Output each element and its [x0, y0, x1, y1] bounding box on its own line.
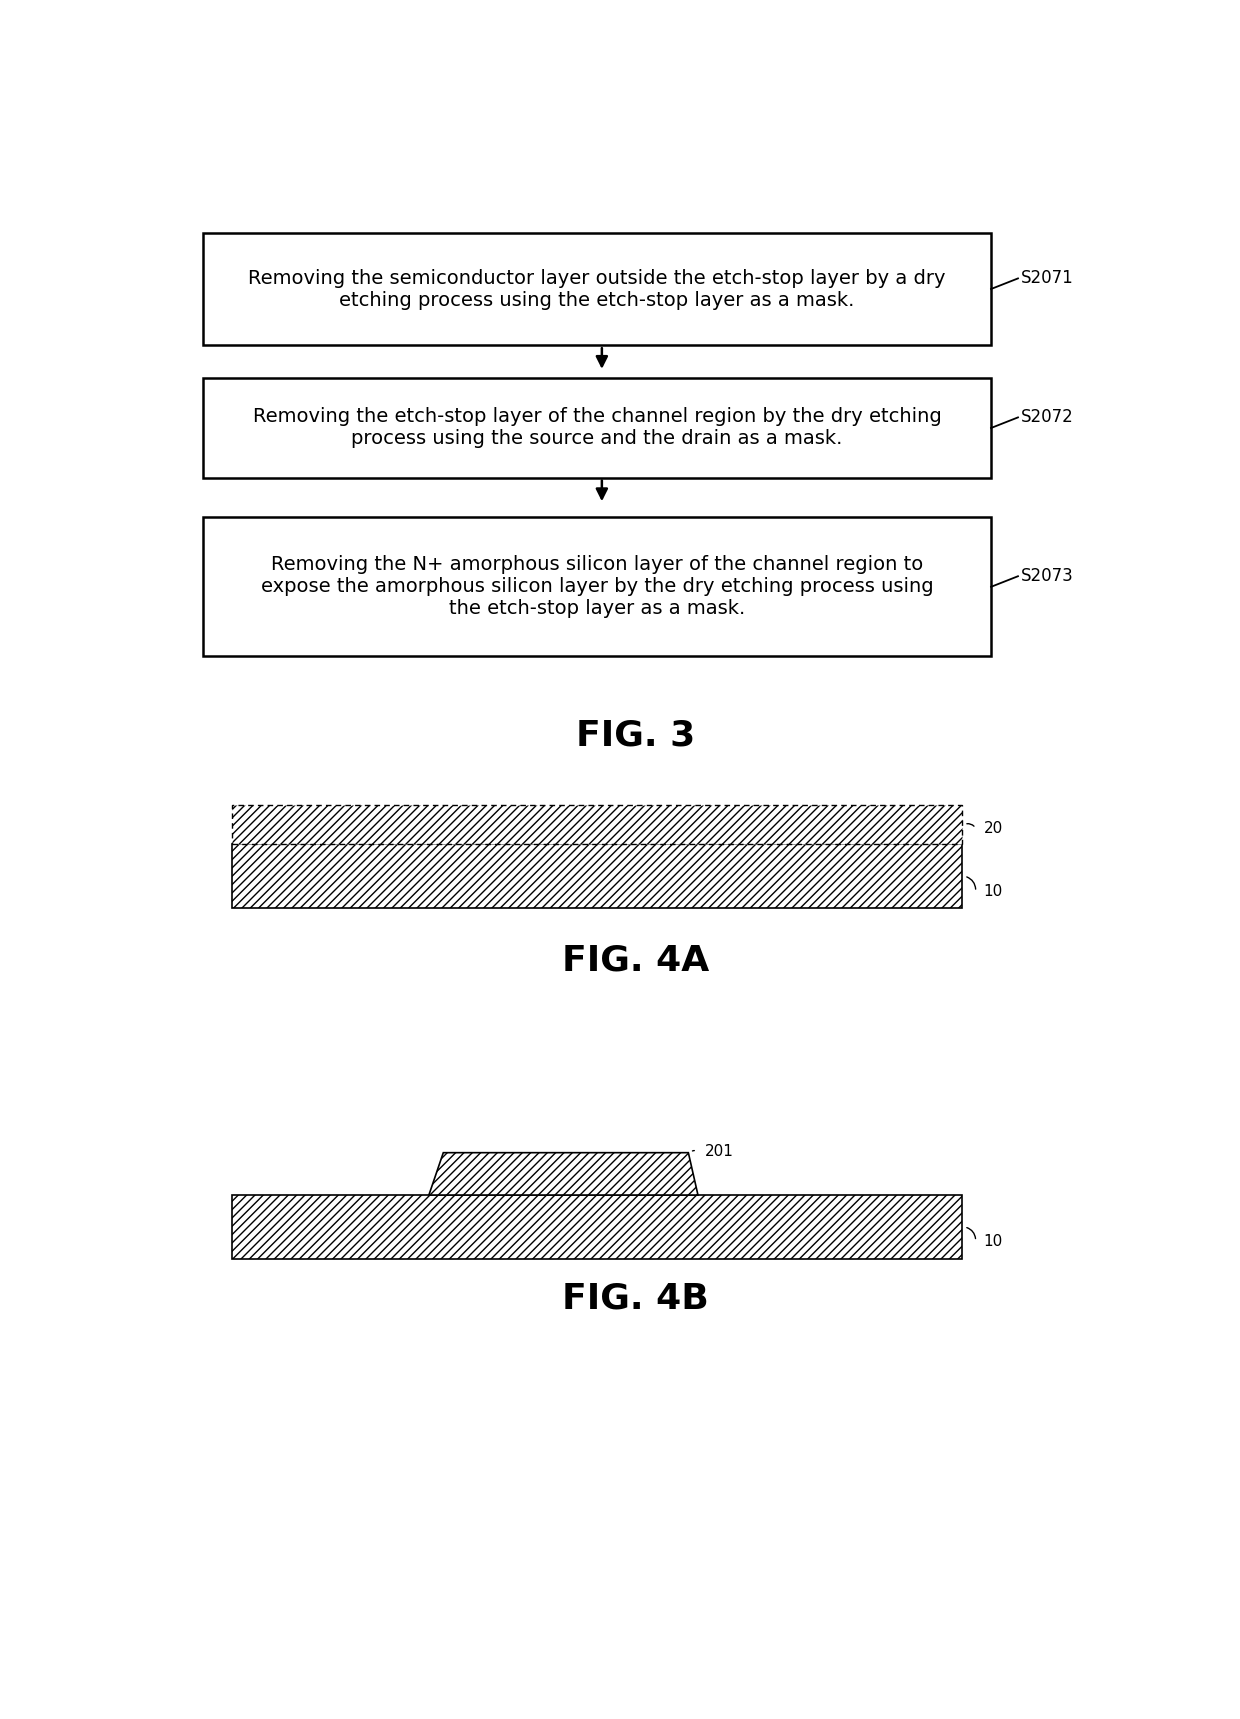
Text: FIG. 4A: FIG. 4A [562, 944, 709, 978]
Text: FIG. 4B: FIG. 4B [562, 1281, 709, 1315]
Text: FIG. 3: FIG. 3 [575, 719, 696, 753]
Bar [203, 232, 991, 346]
Text: Removing the semiconductor layer outside the etch-stop layer by a dry
etching pr: Removing the semiconductor layer outside… [248, 268, 946, 309]
Text: 20: 20 [983, 822, 1003, 835]
Text: S2073: S2073 [1021, 567, 1074, 584]
Polygon shape [429, 1153, 698, 1195]
Bar [232, 1195, 962, 1258]
Text: 201: 201 [704, 1143, 734, 1159]
Bar [232, 804, 962, 844]
Text: 10: 10 [983, 884, 1003, 899]
Text: S2072: S2072 [1021, 409, 1074, 426]
Text: Removing the N+ amorphous silicon layer of the channel region to
expose the amor: Removing the N+ amorphous silicon layer … [260, 555, 934, 619]
Text: Removing the etch-stop layer of the channel region by the dry etching
process us: Removing the etch-stop layer of the chan… [253, 407, 941, 449]
Text: S2071: S2071 [1021, 270, 1074, 287]
Bar [203, 378, 991, 478]
Bar [232, 844, 962, 908]
Text: 10: 10 [983, 1234, 1003, 1250]
Bar [203, 517, 991, 657]
